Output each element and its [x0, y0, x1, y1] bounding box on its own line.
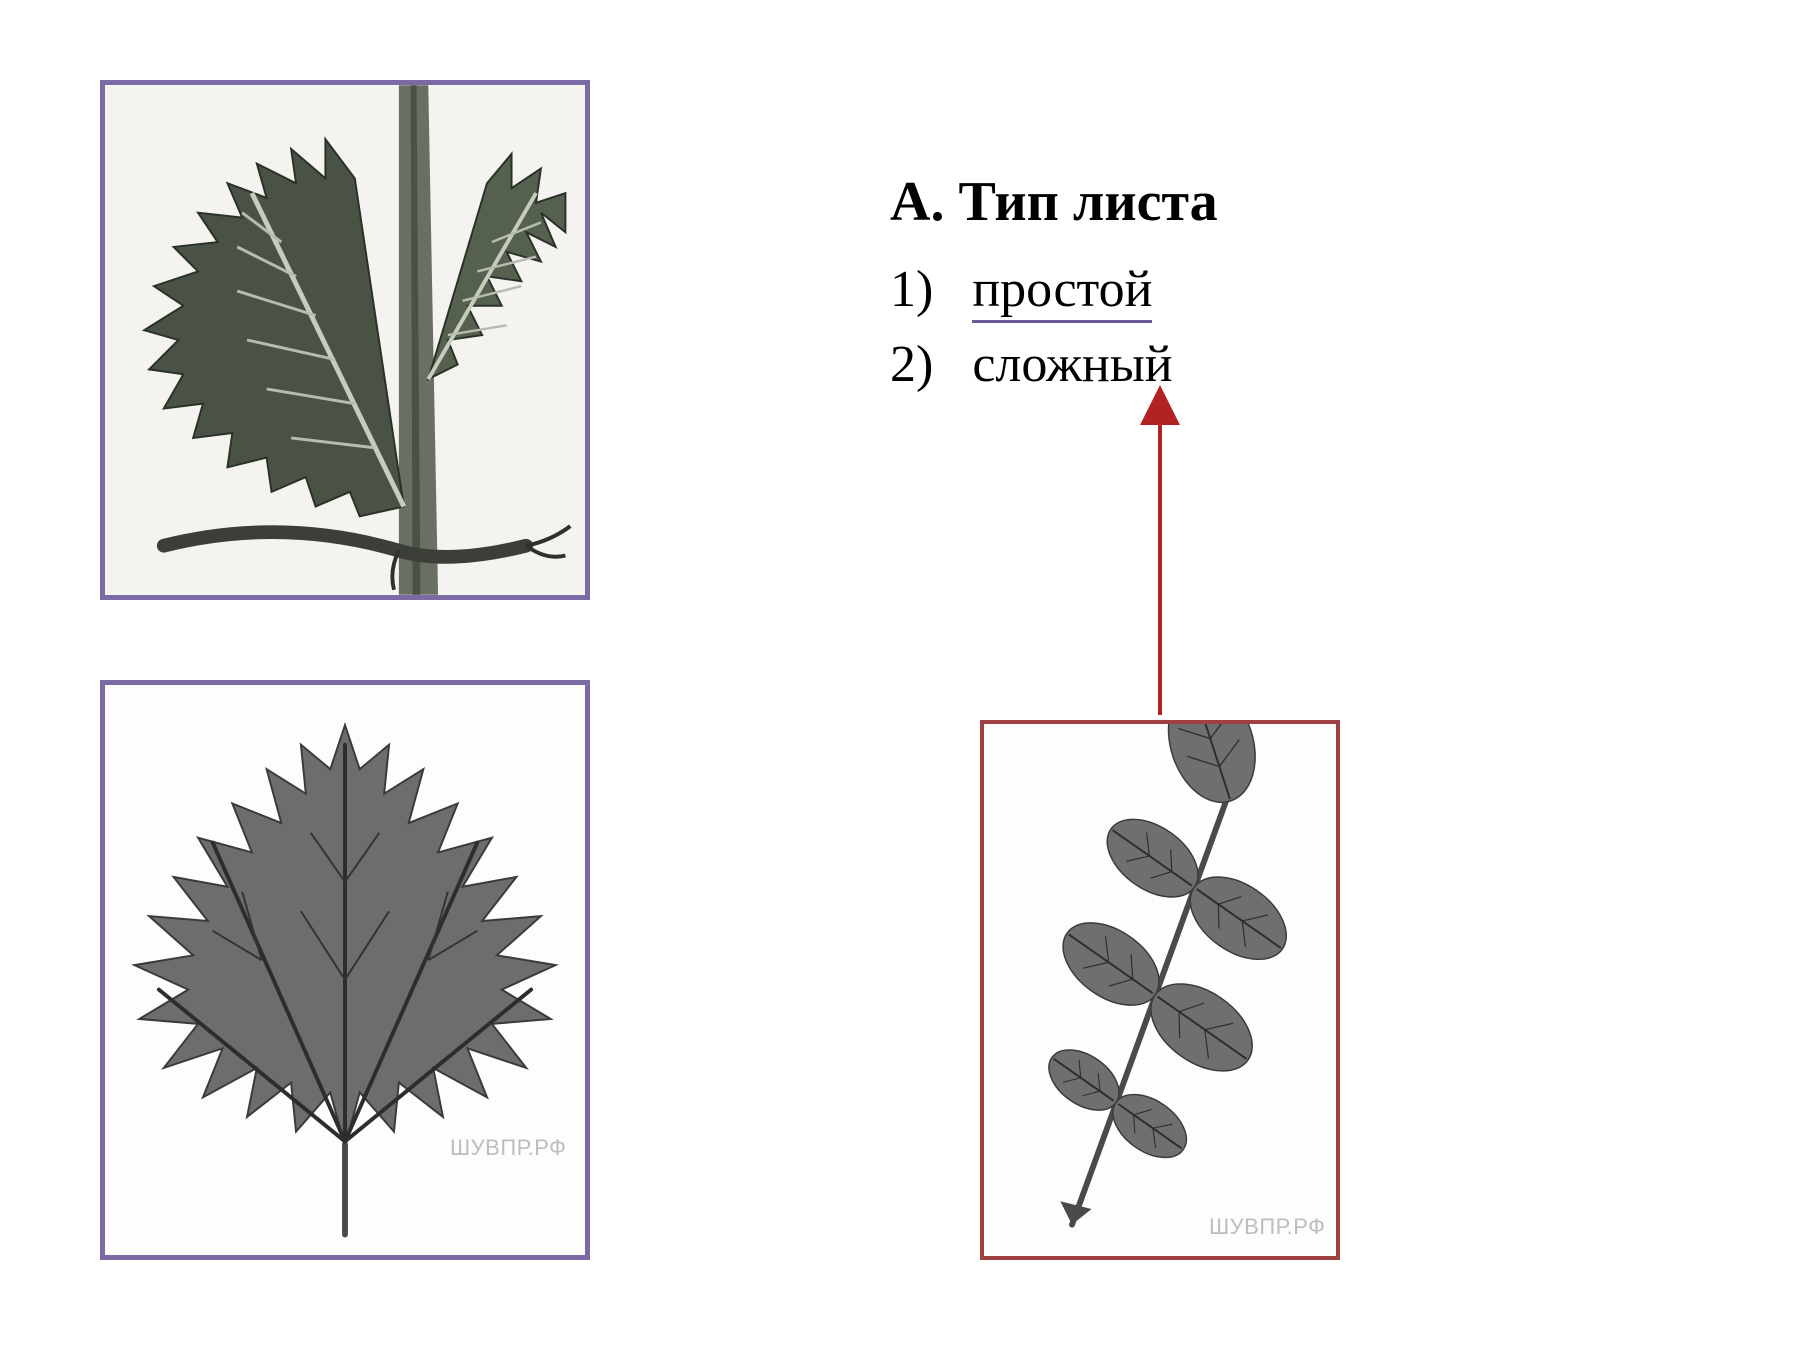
option-1: 1) простой — [890, 260, 1152, 323]
panel-thistle-leaf — [100, 80, 590, 600]
option-2: 2) сложный — [890, 335, 1173, 394]
option-1-number: 1) — [890, 261, 933, 318]
question-heading: А. Тип листа — [890, 170, 1218, 234]
option-2-text: сложный — [972, 336, 1172, 393]
compound-leaf-illustration — [984, 724, 1336, 1256]
maple-leaf-illustration — [105, 685, 585, 1255]
watermark-text: ШУВПР.РФ — [1209, 1214, 1325, 1240]
option-1-text: простой — [972, 260, 1152, 323]
option-2-number: 2) — [890, 336, 933, 393]
watermark-text: ШУВПР.РФ — [450, 1135, 566, 1161]
panel-maple-leaf: ШУВПР.РФ — [100, 680, 590, 1260]
panel-compound-leaf: ШУВПР.РФ — [980, 720, 1340, 1260]
thistle-leaf-illustration — [105, 85, 585, 595]
